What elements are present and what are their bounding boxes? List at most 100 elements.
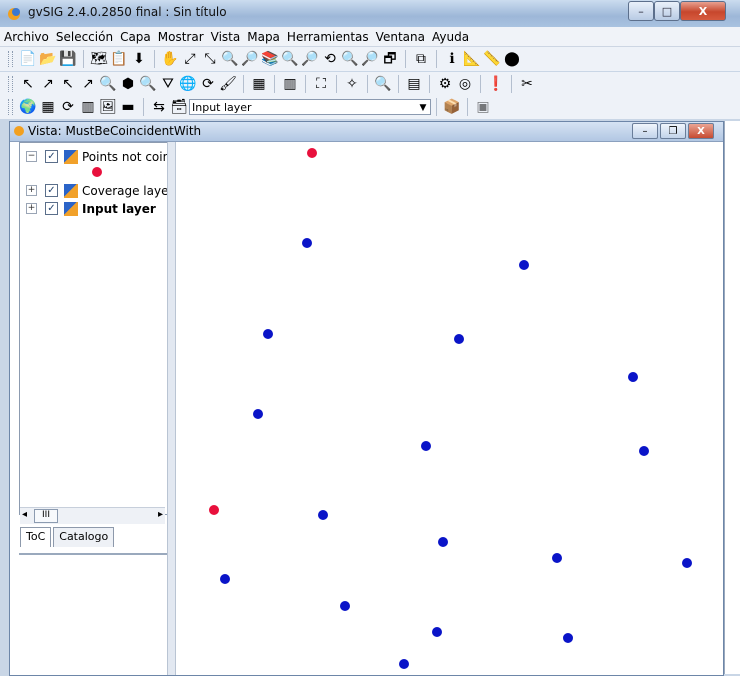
close-button[interactable]: X (680, 1, 726, 21)
refresh-icon[interactable]: ⟳ (62, 99, 74, 115)
chevron-down-icon[interactable]: ▼ (419, 103, 427, 113)
select-by-buffer-icon[interactable]: ⬢ (121, 76, 135, 92)
clear-selection-icon[interactable]: 🖌 (219, 76, 237, 92)
input-point[interactable] (219, 574, 230, 585)
expand-icon[interactable]: + (26, 185, 37, 196)
toolbar-grip[interactable] (8, 76, 13, 92)
select-by-layer-icon[interactable]: 🔍 (139, 76, 157, 92)
crop-icon[interactable]: ⛶ (316, 76, 326, 92)
input-point[interactable] (317, 510, 328, 521)
raster-icon[interactable]: ▦ (41, 99, 55, 115)
report-icon[interactable]: ▤ (407, 76, 421, 92)
toc-layer-input[interactable]: + ✓ Input layer (20, 200, 156, 217)
scroll-right-icon[interactable]: ▸ (157, 509, 163, 520)
new-document-icon[interactable]: 📄 (19, 51, 37, 67)
input-point[interactable] (301, 238, 312, 249)
input-point[interactable] (339, 600, 350, 611)
save-project-icon[interactable]: 💾 (59, 51, 77, 67)
zoom-in-icon[interactable]: 🔍 (221, 51, 239, 67)
layer-edit-icon[interactable]: 🗃 (170, 99, 188, 115)
table-icon[interactable]: ⧉ (416, 51, 426, 67)
measure-area-icon[interactable]: 📐 (463, 51, 481, 67)
input-point[interactable] (399, 659, 410, 670)
user-icon[interactable]: 📦 (443, 99, 461, 115)
select-by-rectangle-icon[interactable]: ↗ (42, 76, 54, 92)
input-point[interactable] (682, 558, 693, 569)
not-coincident-point[interactable] (307, 147, 317, 158)
download-icon[interactable]: ⬇ (133, 51, 145, 67)
info-icon[interactable]: ℹ (449, 51, 455, 67)
minimize-button[interactable]: – (628, 1, 654, 21)
toc-layer-coverage[interactable]: + ✓ Coverage layer (20, 182, 173, 199)
menu-mostrar[interactable]: Mostrar (157, 29, 204, 44)
plugin-icon[interactable]: ▣ (476, 99, 490, 115)
toc-layer-points-not-coincident[interactable]: − ✓ Points not coincid (20, 148, 188, 165)
map-canvas[interactable] (176, 142, 720, 675)
scroll-left-icon[interactable]: ◂ (22, 509, 28, 520)
menu-seleccion[interactable]: Selección (55, 29, 114, 44)
bar-icon[interactable]: ▬ (121, 99, 135, 115)
scroll-thumb[interactable]: III (34, 509, 58, 523)
target-icon[interactable]: ◎ (458, 76, 472, 92)
input-point[interactable] (627, 371, 638, 382)
invert-selection-icon[interactable]: ⟳ (202, 76, 214, 92)
layer-visibility-checkbox[interactable]: ✓ (45, 184, 58, 197)
locator-map-icon[interactable]: 🗗 (383, 51, 397, 67)
select-by-line-icon[interactable]: ↗ (82, 76, 94, 92)
input-point[interactable] (562, 632, 573, 643)
maximize-button[interactable]: □ (654, 1, 680, 21)
zoom-selection-icon[interactable]: ⤡ (204, 51, 216, 67)
zoom-full-icon[interactable]: ⤢ (184, 51, 196, 67)
image-icon[interactable]: 🖼 (99, 99, 117, 115)
layer-visibility-checkbox[interactable]: ✓ (45, 202, 58, 215)
zoom-out-icon[interactable]: 🔎 (241, 51, 259, 67)
input-point[interactable] (263, 328, 274, 339)
globe-icon[interactable]: 🌐 (179, 76, 197, 92)
select-icon[interactable]: ↖ (22, 76, 34, 92)
menu-archivo[interactable]: Archivo (4, 29, 49, 44)
settings-icon[interactable]: ⚙ (438, 76, 452, 92)
zoom-out-center-icon[interactable]: 🔎 (301, 51, 319, 67)
locator-map[interactable] (19, 553, 170, 675)
toolbar-grip[interactable] (8, 51, 13, 67)
tools-icon[interactable]: ✂ (521, 76, 533, 92)
view-close-button[interactable]: X (688, 123, 714, 139)
input-point[interactable] (519, 259, 530, 270)
pan-icon[interactable]: ✋ (161, 51, 179, 67)
not-coincident-point[interactable] (209, 504, 220, 515)
error-icon[interactable]: ❗ (487, 76, 505, 92)
input-point[interactable] (638, 446, 649, 457)
tab-catalogo[interactable]: Catalogo (53, 527, 115, 547)
toc-horizontal-scrollbar[interactable]: ◂ III ▸ (20, 507, 165, 524)
select-by-polygon-icon[interactable]: ↖ (62, 76, 74, 92)
measure-distance-icon[interactable]: 📏 (483, 51, 501, 67)
input-point[interactable] (432, 627, 443, 638)
new-layer-icon[interactable]: 📋 (110, 51, 128, 67)
zoom-previous-icon[interactable]: ⟲ (324, 51, 336, 67)
menu-ayuda[interactable]: Ayuda (431, 29, 470, 44)
menu-vista[interactable]: Vista (210, 29, 241, 44)
tab-toc[interactable]: ToC (20, 527, 52, 547)
globe-view-icon[interactable]: 🌍 (19, 99, 37, 115)
zoom-layer-icon[interactable]: 📚 (261, 51, 279, 67)
view-restore-button[interactable]: ❐ (660, 123, 686, 139)
input-point[interactable] (421, 440, 432, 451)
menu-herramientas[interactable]: Herramientas (286, 29, 369, 44)
zoom-extent-icon[interactable]: 🔎 (361, 51, 379, 67)
input-point[interactable] (437, 536, 448, 547)
graphics-icon[interactable]: ⬤ (504, 51, 520, 67)
view-minimize-button[interactable]: – (632, 123, 658, 139)
select-by-circle-icon[interactable]: 🔍 (99, 76, 117, 92)
toolbar-grip[interactable] (8, 99, 13, 115)
add-layer-icon[interactable]: 🗺 (90, 51, 108, 67)
zoom-select-icon[interactable]: 🔍 (341, 51, 359, 67)
swap-icon[interactable]: ⇆ (153, 99, 165, 115)
layout-icon[interactable]: ▥ (283, 76, 297, 92)
input-point[interactable] (453, 334, 464, 345)
menu-ventana[interactable]: Ventana (375, 29, 425, 44)
input-point[interactable] (551, 552, 562, 563)
menu-capa[interactable]: Capa (120, 29, 151, 44)
find-icon[interactable]: 🔍 (374, 76, 392, 92)
zoom-in-center-icon[interactable]: 🔍 (281, 51, 299, 67)
snap-icon[interactable]: ✧ (346, 76, 358, 92)
